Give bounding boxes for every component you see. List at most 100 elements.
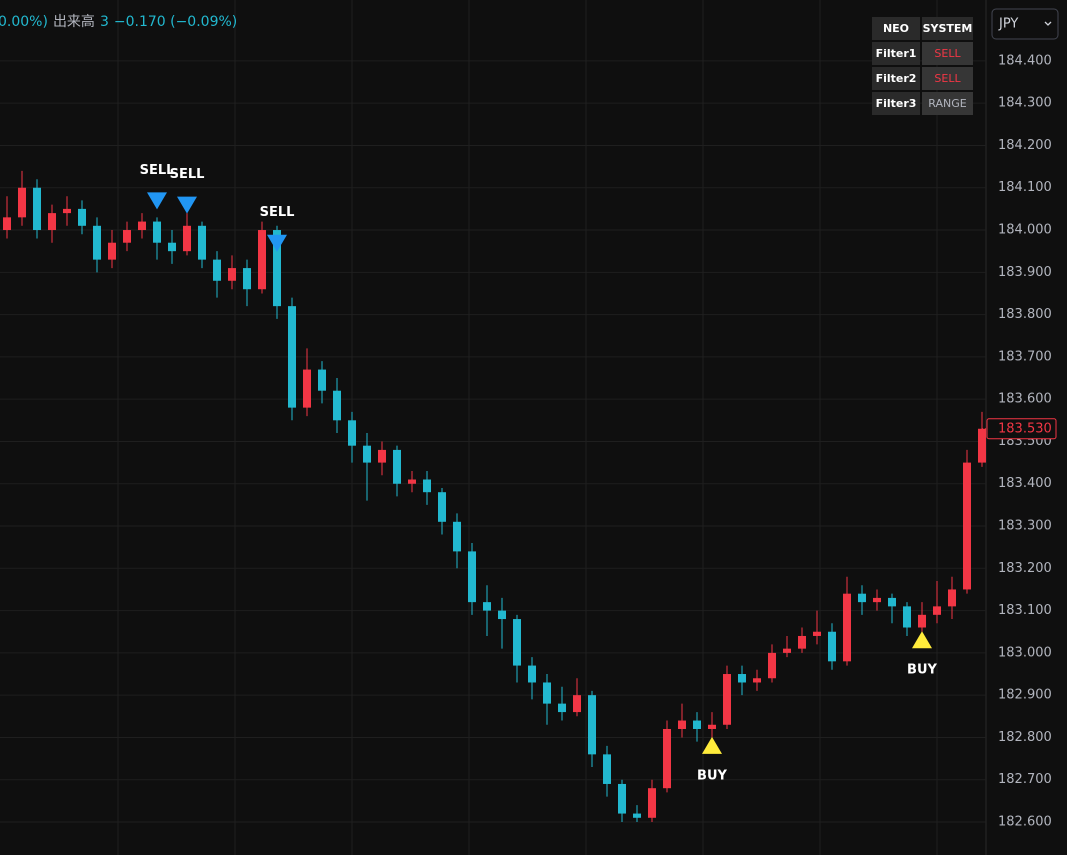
y-tick-label: 182.800 [998,730,1052,745]
y-tick-label: 183.600 [998,392,1052,407]
y-tick-label: 184.200 [998,138,1052,153]
candle-body [423,479,431,493]
candle-body [873,597,881,603]
candle-body [183,225,191,252]
signal-label: BUY [907,663,937,678]
candle-body [168,242,176,252]
y-tick-label: 183.700 [998,349,1052,364]
y-tick-label: 183.900 [998,265,1052,280]
header-part: 3 [100,14,109,30]
candle-body [798,635,806,649]
candle-body [768,652,776,679]
candle-body [633,813,641,818]
signal-marker [912,631,932,649]
y-tick-label: 183.400 [998,476,1052,491]
table-cell [872,17,920,40]
candle-body [198,225,206,260]
currency-dropdown[interactable] [991,8,1059,40]
table-cell [922,92,973,115]
dropdown-chevron [1044,21,1052,26]
y-tick-label: 184.100 [998,180,1052,195]
candle-body [33,187,41,231]
candle-body [738,674,746,683]
candle-body [228,268,236,281]
candle-body [648,788,656,818]
candle-body [63,208,71,214]
grid [0,0,986,855]
candle-body [813,631,821,636]
candle-body [918,614,926,628]
table-cell [922,17,973,40]
candle-body [543,682,551,704]
candle-body [48,213,56,231]
table-text: Filter1 [876,47,917,60]
candle-body [528,665,536,683]
candle-body [78,208,86,226]
candle-body [108,242,116,260]
candle-body [213,259,221,281]
candle-body [603,754,611,784]
candle-body [93,225,101,260]
table-text: Filter3 [876,97,917,110]
table-cell [922,67,973,90]
candle-body [408,479,416,484]
table-cell [872,92,920,115]
candle-body [273,230,281,307]
candle-body [903,606,911,628]
candle-body [558,703,566,713]
signal-label: SELL [140,163,175,178]
signal-marker [702,736,722,754]
candle-body [243,268,251,290]
candle-body [588,695,596,755]
y-tick-label: 182.900 [998,688,1052,703]
signal-marker [177,196,197,214]
candle-body [318,369,326,391]
candle-body [858,593,866,603]
candle-body [438,492,446,522]
candle-body [888,597,896,607]
table-text: NEO [883,22,909,35]
candle-body [348,420,356,446]
table-text: SELL [934,47,961,60]
candle-body [933,606,941,615]
candle-body [303,369,311,408]
y-tick-label: 184.400 [998,53,1052,68]
candle-body [288,306,296,408]
candle-body [138,221,146,231]
candle-body [843,593,851,662]
candle-body [498,610,506,620]
candle-body [963,462,971,590]
candle-body [3,217,11,231]
currency-label[interactable]: JPY [998,17,1018,32]
table-cell [922,42,973,65]
y-tick-label: 183.200 [998,561,1052,576]
last-price-box [986,418,1057,440]
table-text: SYSTEM [923,22,973,35]
y-tick-label: 182.600 [998,815,1052,830]
signal-marker [267,234,287,252]
signal-label: BUY [697,768,727,783]
candle-body [678,720,686,729]
candle-body [693,720,701,729]
candle-body [483,602,491,611]
y-tick-label: 183.100 [998,603,1052,618]
candle-body [573,695,581,713]
header-part: 0.00%) [0,14,48,30]
candle-body [453,521,461,552]
signal-label: SELL [260,205,295,220]
signal-label: SELL [170,167,205,182]
candle-body [783,648,791,653]
candle-body [513,619,521,666]
table-text: RANGE [928,97,966,110]
last-price-label: 183.530 [998,421,1052,436]
signal-marker [147,192,167,210]
y-tick-label: 184.000 [998,223,1052,238]
table-text: SELL [934,72,961,85]
candle-body [663,728,671,789]
table-cell [872,42,920,65]
candle-body [723,674,731,725]
candle-body [948,589,956,607]
